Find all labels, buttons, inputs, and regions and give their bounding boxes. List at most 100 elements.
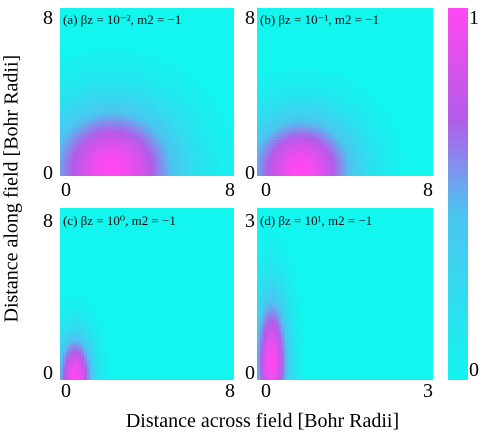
heatmap-cell <box>192 131 196 135</box>
heatmap-cell <box>108 137 112 141</box>
heatmap-cell <box>266 340 270 344</box>
heatmap-cell <box>87 104 91 108</box>
heatmap-cell <box>263 89 267 93</box>
heatmap-cell <box>63 134 67 138</box>
heatmap-cell <box>269 287 273 292</box>
heatmap-cell <box>260 278 264 283</box>
heatmap-cell <box>354 83 358 87</box>
heatmap-cell <box>159 143 163 147</box>
heatmap-cell <box>114 137 118 141</box>
heatmap-cell <box>93 62 97 66</box>
heatmap-cell <box>99 358 103 363</box>
heatmap-cell <box>81 352 85 357</box>
heatmap-cell <box>314 158 319 162</box>
heatmap-cell <box>390 143 395 147</box>
heatmap-cell <box>129 59 133 63</box>
heatmap-cell <box>99 330 103 335</box>
heatmap-cell <box>150 80 154 84</box>
heatmap-cell <box>272 131 276 135</box>
heatmap-cell <box>183 170 187 174</box>
heatmap-cell <box>296 167 301 171</box>
heatmap-cell <box>201 110 205 114</box>
heatmap-cell <box>87 309 91 314</box>
heatmap-cell <box>174 116 178 120</box>
heatmap-cell <box>287 161 291 165</box>
heatmap-cell <box>272 309 276 314</box>
heatmap-cell <box>66 95 70 99</box>
heatmap-cell <box>129 107 133 111</box>
heatmap-cell <box>174 110 178 114</box>
heatmap-cell <box>87 315 91 320</box>
heatmap-cell <box>296 146 301 150</box>
heatmap-cell <box>311 77 316 81</box>
heatmap-cell <box>378 167 383 171</box>
heatmap-cell <box>278 284 282 289</box>
heatmap-cell <box>290 125 295 129</box>
heatmap-cell <box>66 312 70 317</box>
heatmap-cell <box>150 98 154 102</box>
heatmap-cell <box>335 74 340 78</box>
heatmap-cell <box>63 343 67 347</box>
heatmap-cell <box>332 95 337 99</box>
heatmap-cell <box>320 155 325 159</box>
heatmap-cell <box>81 324 85 329</box>
heatmap-cell <box>308 116 313 120</box>
heatmap-cell <box>192 92 196 96</box>
heatmap-cell <box>93 110 97 114</box>
heatmap-cell <box>165 125 169 129</box>
heatmap-cell <box>284 116 288 120</box>
heatmap-cell <box>81 373 85 378</box>
heatmap-cell <box>84 113 88 117</box>
heatmap-cell <box>87 367 91 372</box>
heatmap-cell <box>269 318 273 323</box>
heatmap-cell <box>369 107 373 111</box>
heatmap-cell <box>159 107 163 111</box>
heatmap-cell <box>378 137 383 141</box>
heatmap-cell <box>314 86 319 90</box>
heatmap-cell <box>60 146 64 150</box>
heatmap-cell <box>299 361 304 366</box>
heatmap-cell <box>84 355 88 360</box>
heatmap-cell <box>75 128 79 132</box>
heatmap-cell <box>231 149 234 153</box>
heatmap-cell <box>284 367 288 372</box>
heatmap-cell <box>360 131 364 135</box>
heatmap-cell <box>293 300 298 304</box>
heatmap-cell <box>332 107 337 111</box>
heatmap-cell <box>144 134 148 138</box>
heatmap-cell <box>305 143 310 147</box>
heatmap-cell <box>354 146 358 150</box>
xtick-a-right: 8 <box>225 179 235 201</box>
heatmap-cell <box>60 89 64 93</box>
heatmap-cell <box>293 89 298 93</box>
heatmap-cell <box>269 361 273 366</box>
heatmap-cell <box>162 131 166 135</box>
heatmap-cell <box>275 164 279 168</box>
heatmap-cell <box>78 370 82 375</box>
heatmap-cell <box>257 315 261 320</box>
heatmap-cell <box>399 167 404 171</box>
heatmap-cell <box>305 113 310 117</box>
heatmap-cell <box>75 107 79 111</box>
heatmap-cell <box>99 110 103 114</box>
heatmap-cell <box>87 98 91 102</box>
heatmap-cell <box>120 143 124 147</box>
heatmap-cell <box>290 352 295 357</box>
heatmap-cell <box>278 303 282 307</box>
heatmap-cell <box>69 324 73 329</box>
heatmap-cell <box>290 116 295 120</box>
heatmap-cell <box>90 140 94 144</box>
heatmap-cell <box>147 71 151 75</box>
heatmap-cell <box>138 110 142 114</box>
heatmap-cell <box>72 83 76 87</box>
heatmap-cell <box>351 89 355 93</box>
heatmap-cell <box>381 140 386 144</box>
heatmap-cell <box>150 107 154 111</box>
heatmap-cell <box>375 116 379 120</box>
heatmap-cell <box>102 149 106 153</box>
heatmap-cell <box>201 155 205 159</box>
heatmap-cell <box>168 167 172 171</box>
heatmap-cell <box>138 125 142 129</box>
heatmap-cell <box>75 340 79 344</box>
heatmap-cell <box>257 281 261 286</box>
